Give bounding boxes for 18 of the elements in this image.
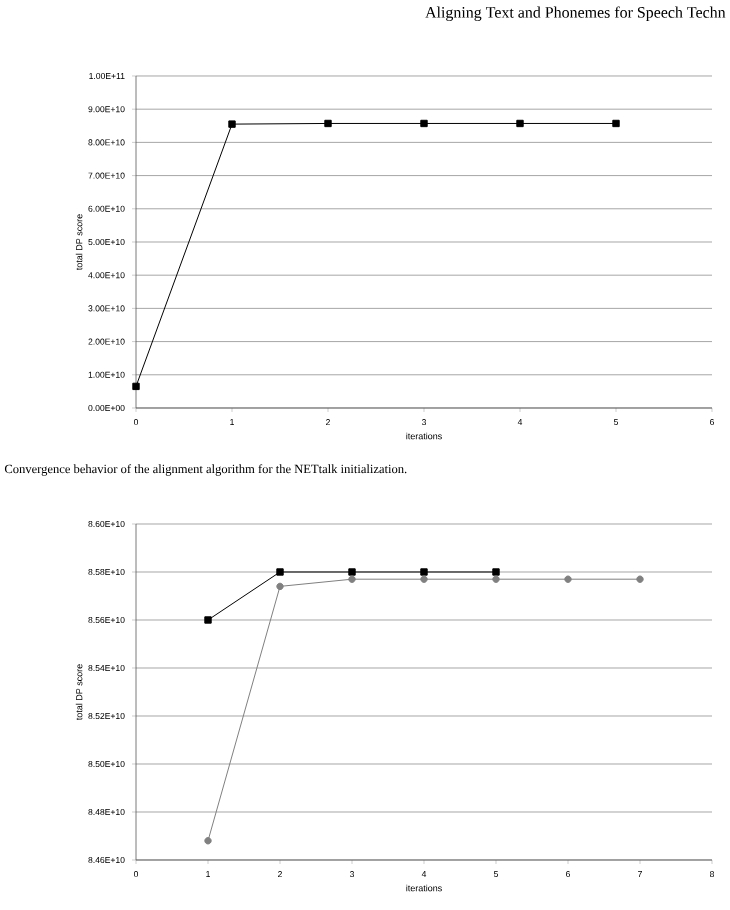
point (348, 568, 356, 576)
point (204, 837, 212, 845)
point (324, 119, 332, 128)
point (564, 575, 572, 583)
point (420, 575, 428, 583)
point (348, 575, 356, 583)
point (228, 120, 236, 128)
point (492, 575, 500, 583)
point (420, 119, 428, 128)
point (420, 568, 428, 576)
point (492, 568, 500, 576)
point (636, 575, 644, 583)
point (276, 582, 284, 591)
point (612, 119, 620, 128)
point (516, 119, 524, 128)
point (132, 382, 140, 391)
point (276, 568, 284, 576)
point (204, 616, 212, 624)
